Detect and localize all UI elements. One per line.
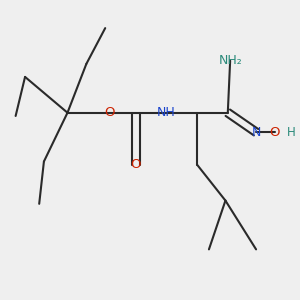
Text: H: H xyxy=(287,126,296,139)
Text: O: O xyxy=(130,158,141,171)
Text: N: N xyxy=(251,126,261,139)
Text: O: O xyxy=(270,126,280,139)
Text: O: O xyxy=(105,106,115,119)
Text: NH₂: NH₂ xyxy=(218,54,242,67)
Text: NH: NH xyxy=(157,106,176,119)
